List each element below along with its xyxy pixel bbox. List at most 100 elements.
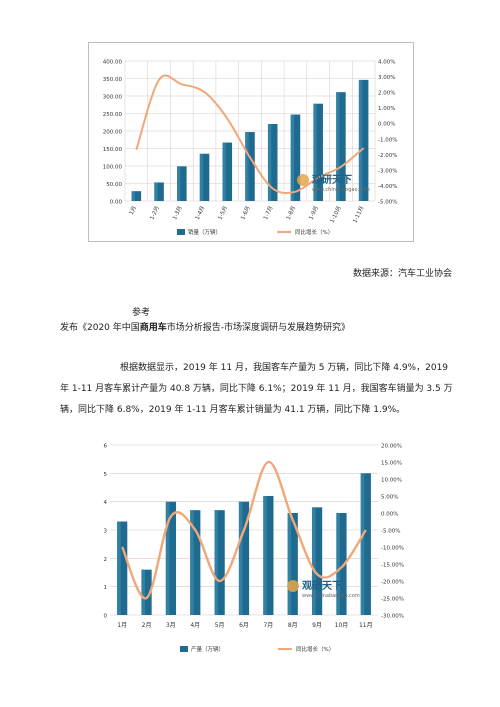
y-right-tick-label: -10.00% [381,546,404,552]
x-tick-label: 7月 [263,622,273,629]
bar [360,473,371,615]
watermark-logo-icon [287,580,299,592]
chart-2: 0 1 2 3 4 5 6 20.00% 15.00% 10.00% 5.00% 0.00% -5.00… [104,444,404,654]
bar-highlight [131,191,135,201]
publish-link[interactable]: 发布《2020 年中国商用车市场分析报告-市场深度调研与发展趋势研究》 [60,320,350,333]
y-right-tick-label: 1.00% [378,106,395,112]
y-right-tick-label: 0.00% [378,122,395,128]
y-left-tick-label: 2 [104,557,108,563]
y-left-tick-label: 0 [104,614,108,620]
bar [199,153,210,201]
bar-highlight [117,521,121,615]
y-left-tick-label: 50.00 [106,182,122,188]
bar [177,166,187,201]
publish-bold: 商用车 [139,323,167,333]
x-tick-label: 3月 [166,622,176,629]
bar-highlight [190,510,194,615]
y-right-tick-label: -4.00% [378,184,397,190]
y-right-tick-label: 10.00% [381,478,402,484]
y-left-tick-label: 250.00 [103,112,123,118]
x-tick-label: 11月 [359,622,373,629]
y-left-tick-label: 400.00 [103,60,123,66]
x-tick-label: 1月 [117,622,127,629]
y-left-tick-label: 6 [104,444,108,450]
legend-bar-swatch [180,646,188,652]
y-right-tick-label: 0.00% [381,512,398,518]
bar-highlight [267,124,272,201]
body-paragraph: 根据数据显示，2019 年 11 月，我国客车产量为 5 万辆，同比下降 4.9… [60,363,453,415]
publish-suffix: 市场分析报告-市场深度调研与发展趋势研究》 [166,323,351,333]
bar-highlight [165,501,170,615]
bar [287,513,298,615]
x-tick-label: 1-8月 [285,205,297,221]
bar [141,569,152,615]
x-tick-label: 8月 [288,622,298,629]
bar-highlight [222,142,226,201]
y-right-tick-label: -30.00% [381,614,404,620]
x-tick-label: 9月 [312,622,322,629]
bar [313,103,323,201]
legend-line-label: 同比增长（%） [295,228,333,236]
bar-highlight [290,114,295,201]
bar [245,132,255,201]
bar-highlight [287,513,292,615]
chart-1-container: 0.00 50.00 100.00 150.00 200.00 250.00 300.00 3… [88,42,414,242]
y-right-tick-label: -20.00% [381,580,404,586]
growth-line [121,460,367,600]
x-tick-label: 10月 [335,622,349,629]
y-right-tick-label: 20.00% [381,444,402,450]
y-left-tick-label: 200.00 [103,130,123,136]
bar [238,501,250,615]
y-left-tick-label: 150.00 [103,147,123,153]
bar [154,182,164,201]
bar-highlight [214,510,219,615]
bar [222,142,233,201]
publish-prefix: 发布《2020 年中国 [60,323,140,333]
y-right-tick-label: -2.00% [378,153,397,159]
chart-1: 0.00 50.00 100.00 150.00 200.00 250.00 300.00 3… [103,60,398,237]
x-tick-label: 1-5月 [217,205,229,221]
legend: 销量（万辆） 同比增长（%） [177,228,333,236]
x-tick-label: 1-2月 [148,205,160,221]
y-left-tick-label: 1 [104,585,108,591]
bar-highlight [311,507,316,615]
watermark-text: 观研天下 [302,580,342,592]
y-right-tick-label: -1.00% [378,137,397,143]
y-right-tick-label: 2.00% [378,91,395,97]
bar-highlight [358,79,363,201]
legend-bar-label: 产量（万辆） [191,645,224,653]
y-right-tick-label: 4.00% [378,60,395,66]
x-tick-label: 1-11月 [352,205,366,224]
chart-2-container: 0 1 2 3 4 5 6 20.00% 15.00% 10.00% 5.00% 0.00% -5.00… [88,427,418,663]
watermark-url: www.chinabaogao.com [302,593,360,599]
y-left-tick-label: 100.00 [103,165,123,171]
y-right-tick-label: 15.00% [381,461,402,467]
bar-highlight [245,132,249,201]
bar [117,521,128,615]
bar-highlight [336,92,340,201]
reference-label: 参考 [132,308,151,318]
y-right-tick-label: -3.00% [378,168,397,174]
watermark-logo-icon [297,174,309,186]
watermark-text: 观研天下 [312,174,352,186]
bar-highlight [336,513,340,615]
legend-bar-label: 销量（万辆） [188,228,221,236]
x-tick-label: 4月 [190,622,200,629]
y-right-tick-label: -25.00% [381,597,404,603]
bar-highlight [199,153,204,201]
x-tick-label: 2月 [142,622,152,629]
x-tick-label: 1-7月 [262,205,274,221]
x-tick-label: 1月 [128,205,138,216]
y-right-tick-label: 3.00% [378,75,395,81]
y-right-tick-label: 5.00% [381,495,398,501]
bar-highlight [154,182,158,201]
y-left-tick-label: 350.00 [103,77,123,83]
bar [336,92,346,201]
x-tick-label: 1-10月 [329,205,343,224]
bar-highlight [141,569,146,615]
bar-highlight [313,103,317,201]
legend: 产量（万辆） 同比增长（%） [180,645,334,653]
bar [311,507,323,615]
